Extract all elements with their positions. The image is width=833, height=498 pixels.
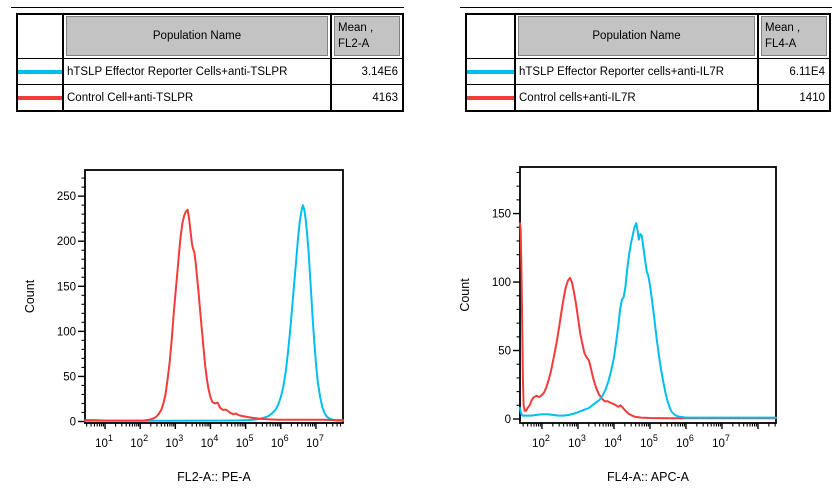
y-axis-title: Count	[458, 278, 472, 312]
reporter-color-swatch	[18, 69, 62, 74]
x-tick-label: 104	[604, 433, 622, 450]
swatch-cell	[467, 59, 514, 84]
y-tick-label: 0	[505, 414, 511, 426]
y-tick-label: 200	[57, 236, 76, 248]
curve-reporter	[519, 222, 777, 419]
swatch-header-cell	[18, 15, 62, 58]
x-tick-label: 107	[306, 433, 324, 450]
mean-value-cell: 4163	[332, 85, 402, 110]
mean-header-line2: FL4-A	[765, 38, 797, 50]
population-name-cell: Control Cell+anti-TSLPR	[64, 85, 330, 110]
x-axis: 102 103 104 105 106 107	[522, 423, 776, 450]
mean-value-cell: 3.14E6	[332, 59, 402, 84]
mean-header-line2: FL2-A	[338, 38, 370, 50]
legend-table-right: Population Name Mean , FL4-A hTSLP Effec…	[465, 13, 831, 112]
population-header-box: Population Name	[518, 16, 755, 56]
population-header-cell: Population Name	[64, 15, 330, 58]
y-axis: 0 50 100 150	[492, 171, 520, 426]
y-tick-label: 250	[57, 191, 76, 203]
population-name-cell: hTSLP Effector Reporter cells+anti-IL7R	[516, 59, 757, 84]
swatch-cell	[18, 85, 62, 110]
x-tick-label: 104	[201, 433, 219, 450]
population-header-label: Population Name	[592, 30, 681, 42]
x-tick-label: 105	[640, 433, 658, 450]
population-header-cell: Population Name	[516, 15, 757, 58]
mean-value-cell: 6.11E4	[759, 59, 829, 84]
curve-reporter	[84, 204, 344, 422]
plot-frame	[84, 169, 344, 424]
x-axis-title: FL4-A:: APC-A	[607, 470, 690, 484]
x-tick-label: 103	[568, 433, 586, 450]
mean-header-cell: Mean , FL2-A	[332, 15, 402, 58]
mean-value-cell: 1410	[759, 85, 829, 110]
mean-header-line1: Mean ,	[765, 22, 801, 34]
population-name-cell: hTSLP Effector Reporter Cells+anti-TSLPR	[64, 59, 330, 84]
population-header-box: Population Name	[66, 16, 328, 56]
population-header-label: Population Name	[152, 30, 242, 42]
x-tick-label: 101	[95, 433, 113, 450]
x-tick-label: 103	[165, 433, 183, 450]
swatch-cell	[467, 85, 514, 110]
y-tick-label: 150	[492, 209, 511, 221]
x-axis-title: FL2-A:: PE-A	[177, 470, 251, 484]
swatch-header-cell	[467, 15, 514, 58]
mean-header-cell: Mean , FL4-A	[759, 15, 829, 58]
curve-control	[519, 222, 777, 420]
y-tick-label: 100	[492, 277, 511, 289]
control-color-swatch	[467, 95, 514, 100]
control-color-swatch	[18, 95, 62, 100]
x-tick-label: 107	[712, 433, 730, 450]
y-tick-label: 50	[63, 371, 76, 383]
x-tick-label: 102	[130, 433, 148, 450]
y-tick-label: 100	[57, 326, 76, 338]
x-tick-label: 106	[676, 433, 694, 450]
y-axis: 0 50 100 150 200 250	[57, 177, 85, 429]
mean-header-box: Mean , FL2-A	[334, 16, 400, 56]
x-tick-label: 106	[271, 433, 289, 450]
y-axis-title: Count	[23, 279, 37, 313]
x-tick-label: 102	[532, 433, 550, 450]
table-top-rule-right	[460, 7, 832, 8]
y-tick-label: 150	[57, 281, 76, 293]
mean-header-box: Mean , FL4-A	[761, 16, 827, 56]
x-tick-label: 105	[236, 433, 254, 450]
y-tick-label: 50	[498, 346, 511, 358]
curve-control	[84, 208, 344, 422]
swatch-cell	[18, 59, 62, 84]
table-top-rule-left	[11, 7, 404, 8]
mean-header-line1: Mean ,	[338, 22, 374, 34]
plot-frame	[519, 166, 777, 424]
y-tick-label: 0	[70, 417, 76, 429]
population-name-cell: Control cells+anti-IL7R	[516, 85, 757, 110]
legend-table-left: Population Name Mean , FL2-A hTSLP Effec…	[16, 13, 404, 112]
reporter-color-swatch	[467, 69, 514, 74]
x-axis: 101 102 103 104 105 106 107	[86, 423, 342, 450]
